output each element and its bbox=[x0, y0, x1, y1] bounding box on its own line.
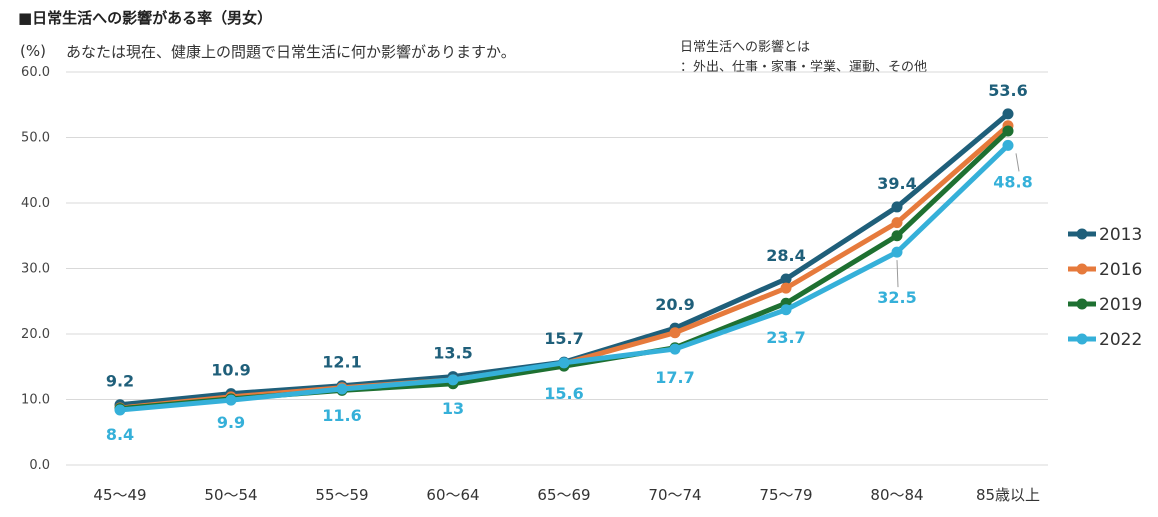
series-lines bbox=[114, 108, 1014, 416]
x-tick-label: 70～74 bbox=[648, 486, 701, 504]
data-point-2022 bbox=[669, 343, 681, 355]
legend-label-2022: 2022 bbox=[1099, 330, 1142, 350]
survey-question: あなたは現在、健康上の問題で日常生活に何か影響がありますか。 bbox=[66, 43, 516, 61]
x-axis-ticks: 45～49 50～54 55～59 60～64 65～69 70～74 75～79 80～84… bbox=[93, 486, 1040, 504]
legend-marker-2016 bbox=[1076, 263, 1088, 275]
legend-marker-2019 bbox=[1076, 298, 1088, 310]
y-tick-label: 50.0 bbox=[21, 131, 50, 146]
y-tick-label: 60.0 bbox=[21, 65, 50, 80]
note-line-1: 日常生活への影響とは bbox=[680, 39, 810, 55]
data-labels: 9.2 10.9 12.1 13.5 15.7 20.9 28.4 39.4 53.6 8.4 9.… bbox=[106, 81, 1033, 444]
y-tick-label: 0.0 bbox=[29, 458, 50, 473]
data-label-2013: 53.6 bbox=[988, 81, 1027, 100]
y-tick-label: 10.0 bbox=[21, 393, 50, 408]
data-label-2013: 9.2 bbox=[106, 372, 134, 391]
data-point-2019 bbox=[891, 230, 903, 242]
data-label-2013: 12.1 bbox=[322, 353, 361, 372]
legend: 2013 2016 2019 2022 bbox=[1068, 225, 1142, 350]
data-label-2013: 10.9 bbox=[211, 361, 250, 380]
legend-marker-2013 bbox=[1076, 228, 1088, 240]
legend-marker-2022 bbox=[1076, 333, 1088, 345]
data-point-2019 bbox=[1002, 125, 1014, 137]
data-label-2022: 48.8 bbox=[993, 172, 1032, 191]
data-point-2013 bbox=[891, 201, 903, 213]
data-point-2022 bbox=[891, 246, 903, 258]
y-unit-label: (%) bbox=[20, 42, 46, 60]
data-point-2022 bbox=[780, 304, 792, 316]
gridlines bbox=[66, 71, 1048, 466]
x-tick-label: 45～49 bbox=[93, 486, 146, 504]
data-point-2022 bbox=[225, 394, 237, 406]
data-label-2022: 17.7 bbox=[655, 368, 694, 387]
data-point-2013 bbox=[1002, 108, 1014, 120]
x-tick-label: 60～64 bbox=[426, 486, 479, 504]
y-axis-ticks: 0.0 10.0 20.0 30.0 40.0 50.0 60.0 bbox=[21, 65, 50, 473]
legend-label-2016: 2016 bbox=[1099, 260, 1142, 280]
data-label-2022: 8.4 bbox=[106, 425, 134, 444]
data-point-2022 bbox=[336, 383, 348, 395]
note-line-2: ：外出、仕事・家事・学業、運動、その他 bbox=[680, 59, 927, 75]
data-label-2013: 39.4 bbox=[877, 174, 916, 193]
y-tick-label: 20.0 bbox=[21, 327, 50, 342]
leader-line bbox=[1015, 153, 1020, 172]
x-tick-label: 80～84 bbox=[870, 486, 923, 504]
legend-label-2013: 2013 bbox=[1099, 225, 1142, 245]
data-point-2022 bbox=[558, 357, 570, 369]
data-label-2022: 9.9 bbox=[217, 413, 245, 432]
data-point-2022 bbox=[447, 374, 459, 386]
data-label-2022: 23.7 bbox=[766, 328, 805, 347]
data-point-2022 bbox=[114, 404, 126, 416]
data-label-2013: 15.7 bbox=[544, 329, 583, 348]
data-point-2016 bbox=[780, 282, 792, 294]
data-label-2013: 13.5 bbox=[433, 344, 472, 363]
data-label-2022: 32.5 bbox=[877, 288, 916, 307]
data-label-2022: 11.6 bbox=[322, 406, 361, 425]
data-point-2013 bbox=[780, 273, 792, 285]
x-tick-label: 85歳以上 bbox=[976, 486, 1040, 504]
leader-lines bbox=[896, 153, 1020, 288]
y-tick-label: 40.0 bbox=[21, 196, 50, 211]
x-tick-label: 65～69 bbox=[537, 486, 590, 504]
data-point-2022 bbox=[1002, 139, 1014, 151]
x-tick-label: 50～54 bbox=[204, 486, 257, 504]
data-label-2022: 13 bbox=[442, 399, 464, 418]
data-label-2022: 15.6 bbox=[544, 384, 583, 403]
data-label-2013: 20.9 bbox=[655, 295, 694, 314]
y-tick-label: 30.0 bbox=[21, 262, 50, 277]
x-tick-label: 75～79 bbox=[759, 486, 812, 504]
chart-title: ■日常生活への影響がある率（男女） bbox=[18, 9, 272, 27]
data-label-2013: 28.4 bbox=[766, 246, 805, 265]
data-point-2016 bbox=[891, 217, 903, 229]
x-tick-label: 55～59 bbox=[315, 486, 368, 504]
leader-line bbox=[896, 260, 899, 288]
legend-label-2019: 2019 bbox=[1099, 295, 1142, 315]
data-point-2016 bbox=[669, 327, 681, 339]
